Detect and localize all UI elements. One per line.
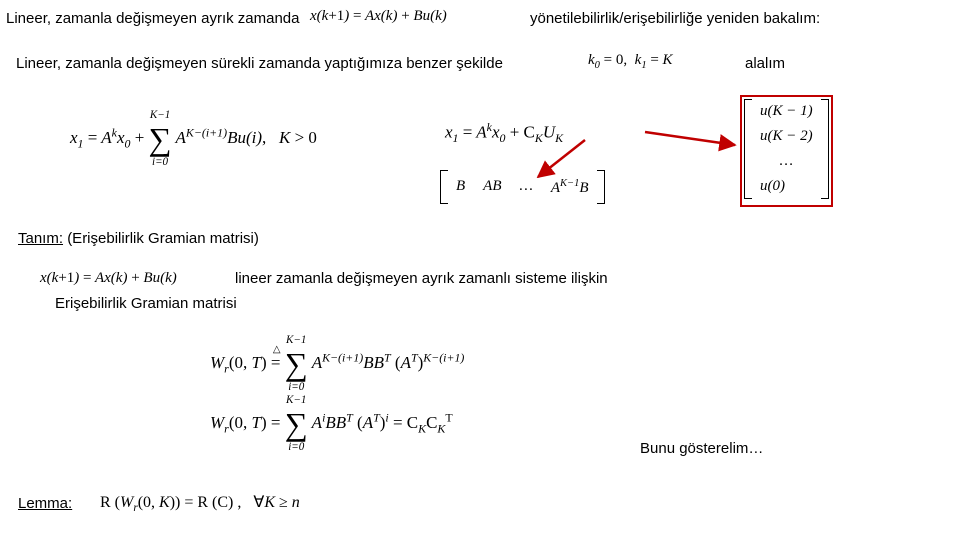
tanim-label: Tanım: xyxy=(18,230,63,247)
wr-eq-1: Wr(0, T) △= K−1 ∑ i=0 AK−(i+1)BBT (AT)K−… xyxy=(210,335,464,393)
line1-left: Lineer, zamanla değişmeyen ayrık zamanda xyxy=(6,10,300,27)
uk-vector: u(K − 1) u(K − 2) … u(0) xyxy=(740,95,833,207)
line2-left: Lineer, zamanla değişmeyen sürekli zaman… xyxy=(16,55,503,72)
lemma-label: Lemma: xyxy=(18,495,72,512)
bunu-gosterelim: Bunu gösterelim… xyxy=(640,440,763,457)
tanim-paren: (Erişebilirlik Gramian matrisi) xyxy=(67,230,259,247)
line1-eq: x(k+1) = Ax(k) + Bu(k) xyxy=(310,8,447,25)
arrow-to-ck xyxy=(530,135,600,195)
arrow-to-uk xyxy=(640,120,750,160)
lemma-eq: R (Wr(0, K)) = R (C) , ∀K ≥ n xyxy=(100,492,300,514)
eq-left: x1 = Akx0 + K−1 ∑ i=0 AK−(i+1)Bu(i), K >… xyxy=(70,110,317,168)
wr-eq-2: Wr(0, T) = K−1 ∑ i=0 AiBBT (AT)i = CKCKT xyxy=(210,395,453,453)
tanim-line: Tanım: (Erişebilirlik Gramian matrisi) xyxy=(18,230,259,247)
slide-page: Lineer, zamanla değişmeyen ayrık zamanda… xyxy=(0,0,960,540)
def-mid: lineer zamanla değişmeyen ayrık zamanlı … xyxy=(235,270,608,287)
line1-right: yönetilebilirlik/erişebilirliğe yeniden … xyxy=(530,10,820,27)
def-tail: Erişebilirlik Gramian matrisi xyxy=(55,295,237,312)
def-eq: x(k+1) = Ax(k) + Bu(k) xyxy=(40,270,177,287)
line2-right: alalım xyxy=(745,55,785,72)
line2-eq: k0 = 0, k1 = K xyxy=(588,52,673,71)
